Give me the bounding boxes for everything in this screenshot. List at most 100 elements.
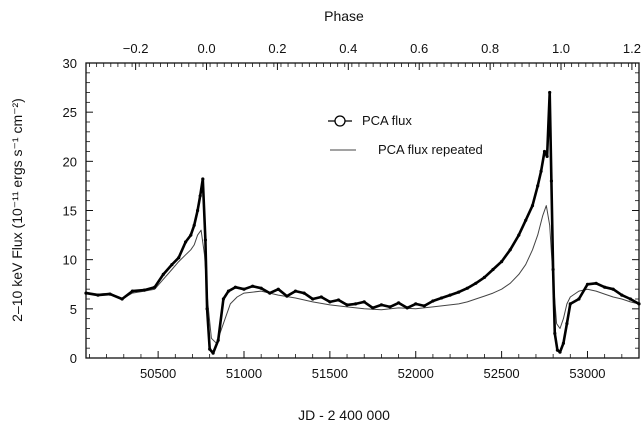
phase-tick-label: 0.0 [197,41,215,56]
data-point-pca-flux [517,234,520,237]
data-point-pca-flux [474,282,477,285]
data-point-pca-flux [406,306,409,309]
data-point-pca-flux [303,292,306,295]
data-point-pca-flux [552,268,555,271]
data-point-pca-flux [177,256,180,259]
data-point-pca-flux [397,301,400,304]
data-point-pca-flux [569,302,572,305]
legend: PCA flux PCA flux repeated [328,113,483,157]
y-tick-label: 15 [63,204,77,219]
legend-label-pca-flux: PCA flux [362,113,412,128]
phase-axis-ticks: −0.2 0.0 0.2 0.4 0.6 0.8 1.0 1.2 [90,41,641,70]
data-point-pca-flux [637,302,640,305]
y-tick-label: 30 [63,56,77,71]
data-point-pca-flux [457,291,460,294]
data-point-pca-flux [491,268,494,271]
data-point-pca-flux [131,290,134,293]
data-point-pca-flux [199,194,202,197]
data-point-pca-flux [227,290,230,293]
data-point-pca-flux [431,299,434,302]
data-point-pca-flux [500,260,503,263]
data-point-pca-flux [320,295,323,298]
phase-tick-label: 0.4 [339,41,357,56]
phase-tick-label: −0.2 [123,41,149,56]
data-point-pca-flux [260,287,263,290]
data-point-pca-flux [546,155,549,158]
data-point-pca-flux [108,293,111,296]
y-tick-label: 10 [63,253,77,268]
data-point-pca-flux [548,91,551,94]
data-point-pca-flux [595,282,598,285]
data-point-pca-flux [524,219,527,222]
data-point-pca-flux [414,302,417,305]
data-point-pca-flux [556,349,559,352]
legend-label-pca-flux-repeated: PCA flux repeated [378,142,483,157]
x-tick-label: 52500 [484,366,520,381]
x-axis-title: JD - 2 400 000 [298,407,390,423]
data-point-pca-flux [84,292,87,295]
data-point-pca-flux [212,352,215,355]
data-point-pca-flux [208,348,211,351]
data-point-pca-flux [380,303,383,306]
x-axis-ticks: 50500 51000 51500 52000 52500 53000 [89,351,639,381]
phase-tick-label: 0.2 [268,41,286,56]
data-point-pca-flux [509,248,512,251]
data-point-pca-flux [121,297,124,300]
phase-tick-label: 0.8 [481,41,499,56]
data-point-pca-flux [449,294,452,297]
x-tick-label: 50500 [140,366,176,381]
series-layer [84,91,640,355]
phase-tick-label: 1.0 [552,41,570,56]
data-point-pca-flux [189,234,192,237]
data-point-pca-flux [543,150,546,153]
data-point-pca-flux [311,297,314,300]
data-point-pca-flux [277,288,280,291]
data-point-pca-flux [620,294,623,297]
data-point-pca-flux [423,304,426,307]
data-point-pca-flux [285,295,288,298]
data-point-pca-flux [242,288,245,291]
data-point-pca-flux [153,286,156,289]
data-point-pca-flux [201,177,204,180]
data-point-pca-flux [371,306,374,309]
phase-axis-title: Phase [324,8,364,24]
data-point-pca-flux [162,273,165,276]
y-tick-label: 20 [63,154,77,169]
data-point-pca-flux [440,296,443,299]
data-point-pca-flux [612,288,615,291]
series-line-pca-flux-repeated [86,206,639,344]
data-point-pca-flux [603,286,606,289]
data-point-pca-flux [586,283,589,286]
phase-tick-label: 0.6 [410,41,428,56]
y-tick-label: 5 [70,302,77,317]
y-axis-title: 2–10 keV Flux (10⁻¹¹ ergs s⁻¹ cm⁻²) [9,98,25,322]
x-tick-label: 53000 [569,366,605,381]
data-point-pca-flux [217,339,220,342]
data-point-pca-flux [206,307,209,310]
legend-marker-pca-flux [335,116,345,126]
x-tick-label: 52000 [398,366,434,381]
y-tick-label: 25 [63,105,77,120]
data-point-pca-flux [577,297,580,300]
data-point-pca-flux [328,300,331,303]
data-point-pca-flux [96,294,99,297]
data-point-pca-flux [553,332,556,335]
data-point-pca-flux [251,285,254,288]
data-point-pca-flux [193,224,196,227]
data-point-pca-flux [550,179,553,182]
data-point-pca-flux [629,297,632,300]
data-point-pca-flux [562,342,565,345]
data-point-pca-flux [466,287,469,290]
data-point-pca-flux [337,298,340,301]
data-point-pca-flux [222,297,225,300]
data-point-pca-flux [268,292,271,295]
data-point-pca-flux [536,184,539,187]
data-point-pca-flux [363,300,366,303]
data-point-pca-flux [388,305,391,308]
x-tick-label: 51000 [226,366,262,381]
data-point-pca-flux [531,204,534,207]
data-point-pca-flux [184,240,187,243]
phase-tick-label: 1.2 [623,41,641,56]
data-point-pca-flux [540,170,543,173]
